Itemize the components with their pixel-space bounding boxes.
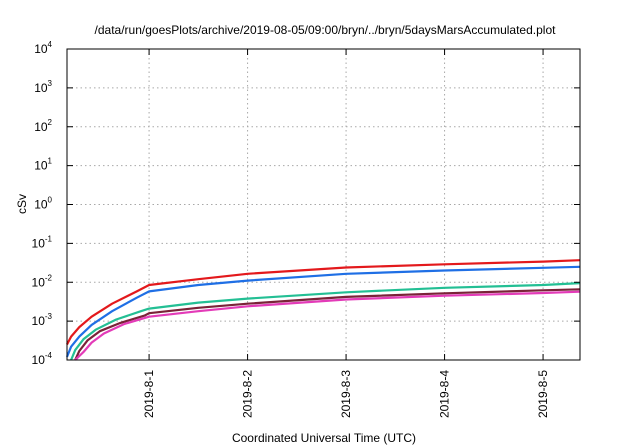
y-tick-base: 10 <box>34 159 48 173</box>
y-tick-base: 10 <box>32 314 46 328</box>
series-line-3 <box>70 282 581 361</box>
series-line-2 <box>65 265 581 358</box>
y-tick-label: 10-3 <box>32 312 53 328</box>
y-tick-exponent: 2 <box>48 118 53 127</box>
y-tick-exponent: 0 <box>48 196 53 205</box>
series-line-4 <box>74 288 581 361</box>
x-axis-label: Coordinated Universal Time (UTC) <box>232 431 416 445</box>
y-tick-exponent: 4 <box>48 40 53 49</box>
chart-title: /data/run/goesPlots/archive/2019-08-05/0… <box>95 23 557 37</box>
y-tick-label: 101 <box>34 157 52 173</box>
series-line-1 <box>66 259 581 346</box>
grid <box>67 49 580 360</box>
y-tick-base: 10 <box>34 81 48 95</box>
y-tick-label: 10-2 <box>32 273 53 289</box>
y-tick-exponent: -3 <box>45 312 53 321</box>
y-tick-base: 10 <box>34 42 48 56</box>
y-tick-base: 10 <box>34 198 48 212</box>
y-tick-exponent: 1 <box>48 157 53 166</box>
y-tick-base: 10 <box>32 353 46 367</box>
y-tick-base: 10 <box>32 275 46 289</box>
y-tick-exponent: -2 <box>45 273 53 282</box>
y-axis-label: cSv <box>15 194 29 214</box>
series-group <box>65 259 581 361</box>
y-tick-exponent: 3 <box>48 79 53 88</box>
y-tick-label: 10-1 <box>32 234 53 250</box>
y-tick-label: 103 <box>34 79 52 95</box>
x-tick-label: 2019-8-4 <box>438 370 452 418</box>
series-line-5 <box>74 290 581 361</box>
y-tick-exponent: -1 <box>45 234 53 243</box>
x-tick-label: 2019-8-1 <box>142 370 156 418</box>
x-tick-label: 2019-8-5 <box>536 370 550 418</box>
x-axis: 2019-8-1 2019-8-2 2019-8-3 2019-8-4 2019-8-5 <box>142 49 550 418</box>
y-tick-label: 10-4 <box>32 351 53 367</box>
y-tick-label: 102 <box>34 118 52 134</box>
y-tick-exponent: -4 <box>45 351 53 360</box>
x-tick-label: 2019-8-2 <box>241 370 255 418</box>
y-tick-base: 10 <box>34 120 48 134</box>
y-tick-label: 100 <box>34 196 52 212</box>
x-tick-label: 2019-8-3 <box>339 370 353 418</box>
y-tick-base: 10 <box>32 236 46 250</box>
y-tick-label: 104 <box>34 40 52 56</box>
